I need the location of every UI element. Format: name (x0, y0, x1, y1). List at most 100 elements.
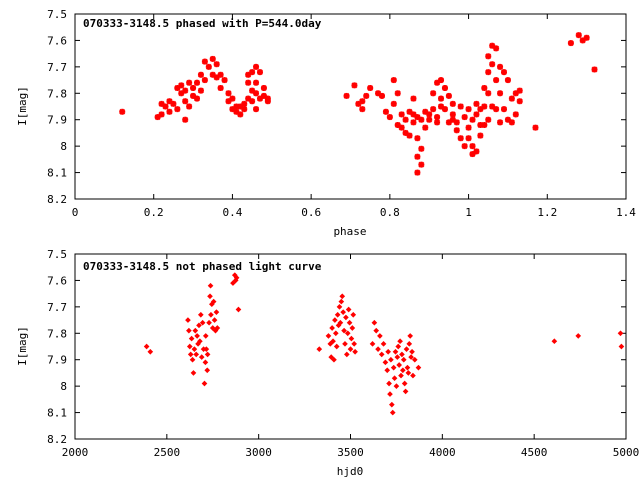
phased-data-point (410, 119, 417, 126)
phased-data-point (402, 116, 409, 123)
phased-data-point (158, 111, 165, 118)
light-curve-data-point (332, 317, 338, 323)
phased-data-point (253, 90, 260, 97)
phased-data-point (186, 79, 193, 86)
light-curve-data-point (384, 367, 391, 374)
phased-data-point (473, 100, 480, 107)
phased-data-point (174, 106, 181, 113)
light-curve-data-point (197, 338, 203, 345)
phased-data-point (500, 106, 507, 113)
phased-data-point (457, 135, 464, 142)
light-curve-data-point (375, 346, 381, 352)
light-curve-data-point (386, 380, 392, 387)
phased-data-point (253, 79, 260, 86)
light-curve-data-point (406, 341, 413, 347)
phased-data-point (497, 63, 504, 70)
phased-data-point (418, 161, 425, 168)
phased-data-point (359, 98, 366, 105)
phased-data-point (410, 95, 417, 102)
light-curve-data-point (336, 304, 343, 310)
light-curve-data-point (392, 348, 399, 355)
phased-data-point (253, 106, 260, 113)
light-curve-y-tick-label: 7.7 (47, 301, 67, 314)
phased-data-point (489, 61, 496, 68)
light-curve-data-point (316, 346, 323, 352)
light-curve-data-point (147, 348, 154, 355)
light-curve-data-point (389, 401, 395, 408)
phased-plot-frame (74, 13, 627, 200)
light-curve-data-point (332, 330, 339, 337)
phased-data-point (567, 40, 574, 47)
phased-data-point (485, 116, 492, 123)
light-curve-data-point (390, 364, 397, 371)
phased-data-point (461, 114, 468, 121)
phased-data-point (256, 69, 263, 76)
light-curve-data-point (327, 341, 334, 347)
phased-data-point (178, 82, 185, 89)
light-curve-data-point (186, 343, 193, 350)
light-curve-data-point (339, 293, 346, 300)
light-curve-y-tick-label: 8 (60, 380, 67, 393)
light-curve-data-point (188, 335, 195, 342)
light-curve-data-point (352, 348, 358, 355)
phased-data-point (485, 90, 492, 97)
phased-data-point (485, 69, 492, 76)
phased-data-point (418, 116, 425, 123)
light-curve-data-point (202, 333, 209, 339)
light-curve-data-point (350, 311, 357, 318)
phased-data-point (221, 77, 228, 84)
light-curve-x-tick-label: 5000 (613, 446, 640, 459)
light-curve-data-point (199, 319, 206, 326)
phased-x-axis-label: phase (333, 225, 366, 238)
phased-data-point (469, 116, 476, 123)
light-curve-data-point (378, 351, 385, 358)
phased-data-point (473, 148, 480, 155)
phased-data-point (512, 111, 519, 118)
light-curve-data-point (371, 319, 378, 326)
light-curve-data-point (191, 346, 198, 352)
phased-data-point (260, 84, 267, 92)
phased-data-point (434, 119, 441, 126)
phased-data-point (516, 87, 523, 94)
phased-data-point (508, 95, 515, 102)
light-curve-data-point (377, 333, 383, 339)
light-curve-data-point (208, 311, 214, 318)
light-curve-chart: 2000 2500 3000 3500 4000 4500 5000 7.5 7.6 7.7 7.8… (16, 248, 639, 478)
light-curve-data-point (143, 343, 150, 350)
light-curve-data-point (202, 359, 209, 366)
phased-data-point (241, 106, 248, 113)
light-curve-y-axis-label: I[mag] (16, 326, 29, 366)
light-curve-data-point (210, 298, 217, 305)
phased-data-point (241, 100, 248, 107)
light-curve-data-point (349, 325, 356, 331)
phased-data-point (398, 111, 405, 118)
phased-data-point (359, 106, 366, 113)
phased-data-point (170, 100, 177, 107)
light-curve-y-tick-label: 8.2 (47, 433, 67, 446)
light-curve-data-point (617, 330, 624, 337)
light-curve-data-point (233, 274, 240, 281)
phased-data-point (418, 145, 425, 152)
light-curve-y-tick-label: 8.1 (47, 407, 67, 420)
phased-x-tick-label: 0 (72, 206, 79, 219)
light-curve-data-point (214, 325, 221, 331)
phased-y-tick-label: 7.9 (47, 114, 67, 127)
phased-data-point (225, 90, 232, 97)
light-curve-data-point (196, 322, 202, 329)
phased-data-point (426, 111, 433, 118)
phased-data-point (591, 66, 598, 73)
light-curve-data-point (401, 380, 408, 387)
phased-axis-ticks: 0 0.2 0.4 0.6 0.8 1 1.2 1.4 7.5 7.6 7.7 7.8 7.9 8 8.1 8… (47, 8, 636, 219)
light-curve-x-axis-label: hjd0 (337, 465, 364, 478)
phased-data-point (386, 114, 393, 121)
phased-x-tick-label: 0.8 (380, 206, 400, 219)
phased-data-point (182, 98, 189, 105)
light-curve-x-tick-label: 3500 (337, 446, 364, 459)
phased-y-tick-label: 7.5 (47, 8, 67, 21)
light-curve-data-point (190, 370, 197, 376)
phased-data-point (426, 116, 433, 123)
light-curve-data-point (325, 333, 332, 339)
phased-data-point (438, 95, 445, 102)
phased-data-point (453, 119, 460, 126)
phased-data-point (394, 90, 401, 97)
